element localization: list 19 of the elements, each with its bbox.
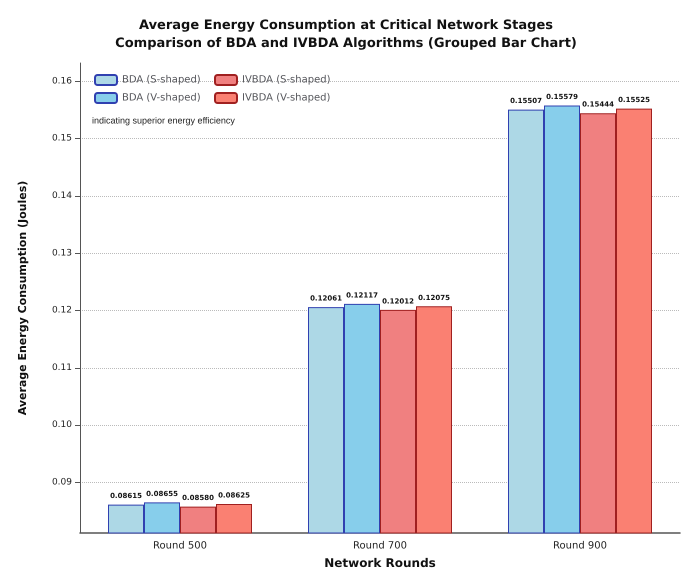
y-tick-label: 0.15 [52,134,72,144]
y-tick-label: 0.11 [52,362,72,373]
y-tick-label: 0.12 [52,306,72,316]
legend-label: IVBDA (S-shaped) [242,74,331,86]
x-axis-title: Network Rounds [324,556,436,570]
legend-label: IVBDA (V-shaped) [242,92,330,104]
legend-label: BDA (S-shaped) [122,74,201,86]
legend-label: BDA (V-shaped) [122,92,201,104]
y-tick-label: 0.09 [52,478,72,488]
y-tick-label: 0.10 [52,420,72,430]
annotation: indicating superior energy efficiency [92,116,236,126]
x-tick-label: Round 900 [553,540,607,552]
y-tick-label: 0.14 [52,190,72,201]
y-axis-title: Average Energy Consumption (Joules) [16,180,29,416]
chart-title: Average Energy Consumption at Critical Network Stages Comparison of BDA and IVBDA Algorithms (Grouped Bar Chart) [115,18,577,51]
y-tick-label: 0.13 [52,248,72,258]
y-tick-label: 0.16 [52,76,72,86]
x-tick-label: Round 500 [153,540,207,552]
x-tick-label: Round 700 [353,540,407,552]
